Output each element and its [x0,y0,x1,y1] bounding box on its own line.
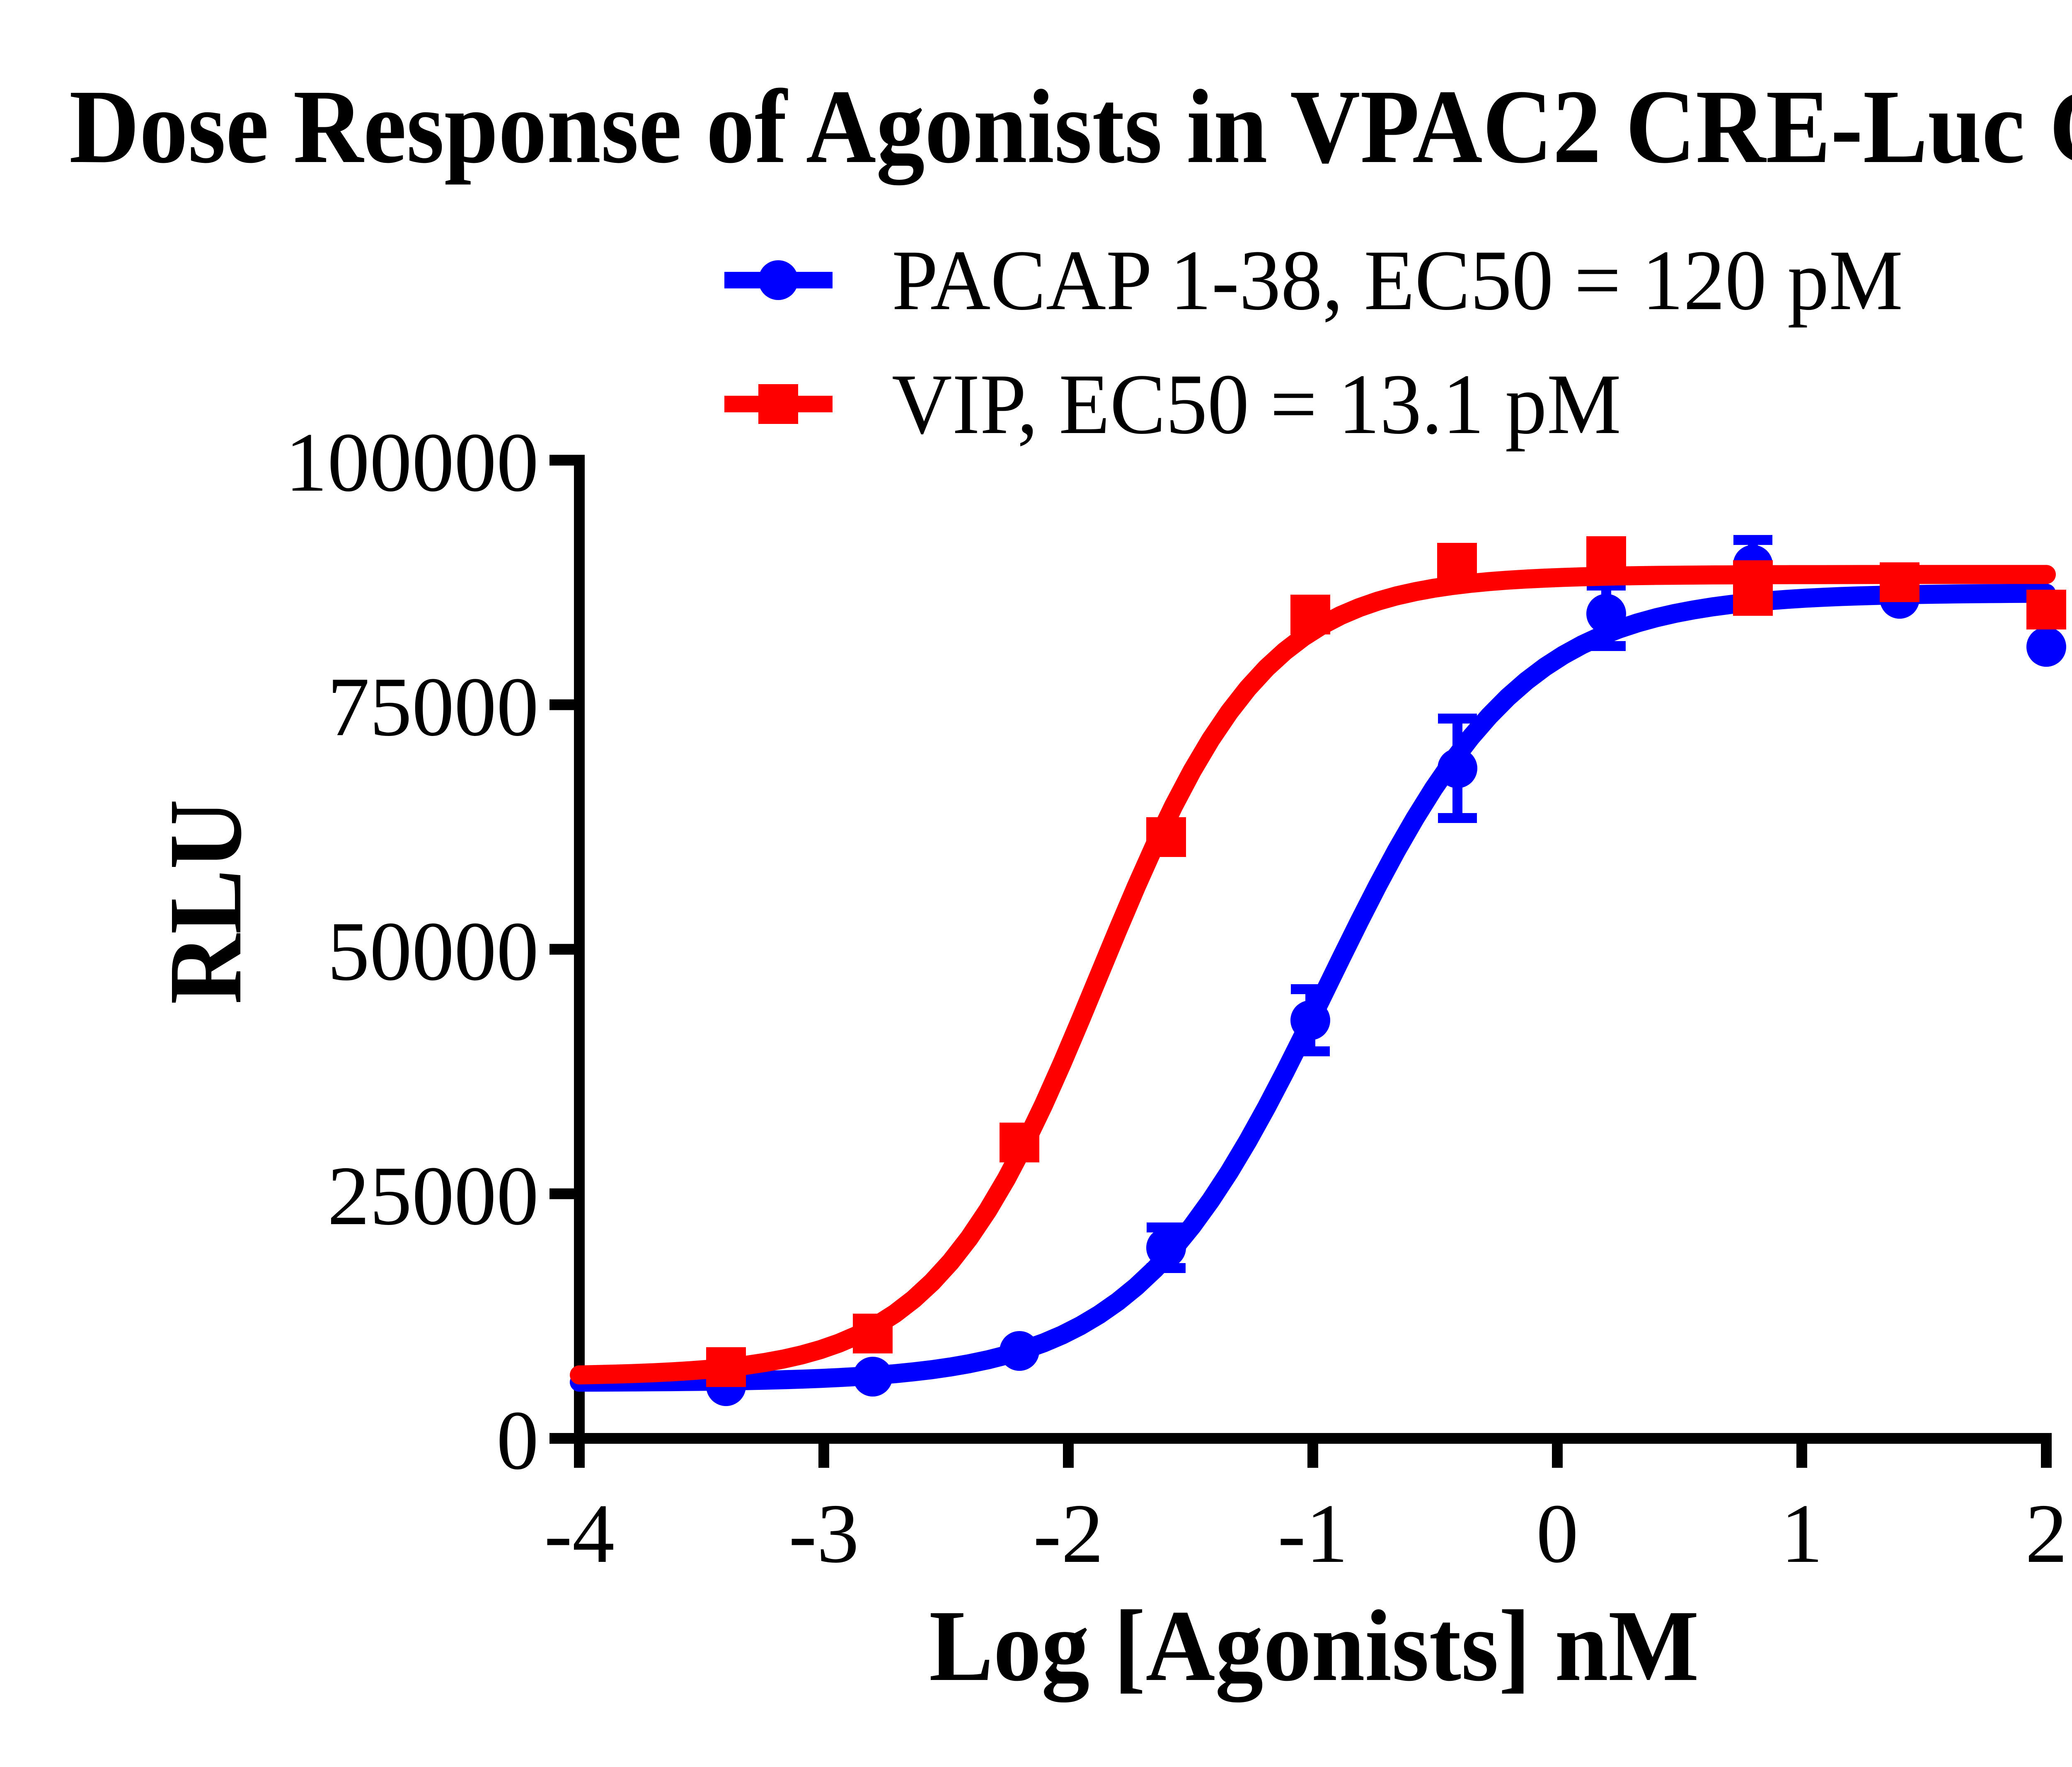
svg-text:2: 2 [2025,1487,2067,1581]
svg-text:RLU: RLU [147,799,263,1005]
svg-text:0: 0 [1536,1487,1578,1581]
svg-text:75000: 75000 [327,660,539,754]
svg-text:1: 1 [1781,1487,1823,1581]
svg-text:-4: -4 [544,1487,615,1581]
svg-text:0: 0 [496,1394,539,1487]
svg-text:PACAP 1-38, EC50 = 120 pM: PACAP 1-38, EC50 = 120 pM [892,232,1903,328]
svg-text:100000: 100000 [285,416,539,509]
svg-text:25000: 25000 [327,1149,539,1243]
svg-text:Dose Response of Agonists in V: Dose Response of Agonists in VPAC2 CRE-L… [69,68,2072,185]
svg-text:VIP, EC50 = 13.1 pM: VIP, EC50 = 13.1 pM [892,356,1621,452]
svg-text:-2: -2 [1033,1487,1104,1581]
svg-text:Log [Agonists] nM: Log [Agonists] nM [929,1590,1699,1702]
svg-text:-1: -1 [1278,1487,1348,1581]
svg-text:50000: 50000 [327,905,539,998]
svg-text:-3: -3 [789,1487,859,1581]
